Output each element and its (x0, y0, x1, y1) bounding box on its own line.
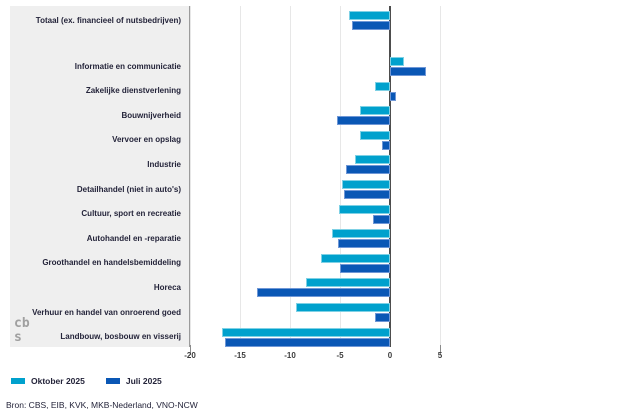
juli-2025-bar-3 (337, 116, 390, 126)
gridline (340, 6, 341, 347)
oktober-2025-bar-0 (349, 11, 390, 20)
oktober-2025-bar-2 (375, 81, 390, 91)
legend-label: Juli 2025 (125, 376, 162, 386)
category-label: Autohandel en -reparatie (86, 233, 181, 243)
category-label: Vervoer en opslag (112, 135, 181, 145)
category-label: Groothandel en handelsbemiddeling (42, 258, 181, 268)
juli-2025-bar-1 (390, 67, 426, 76)
oktober-2025-bar-10 (306, 278, 390, 288)
oktober-2025-bar-5 (355, 155, 390, 165)
oktober-2025-bar-3 (360, 106, 390, 116)
legend-item-juli-2025[interactable]: Juli 2025 (105, 376, 162, 386)
juli-2025-bar-4 (382, 140, 390, 150)
juli-2025-swatch-icon (105, 378, 120, 384)
gridline (240, 6, 241, 347)
source-line: Bron: CBS, EIB, KVK, MKB-Nederland, VNO-… (6, 400, 198, 410)
gridline (190, 6, 191, 347)
oktober-2025-bar-6 (342, 180, 390, 189)
legend-label: Oktober 2025 (31, 376, 85, 386)
oktober-2025-bar-12 (222, 327, 390, 337)
oktober-2025-swatch-icon (11, 378, 25, 384)
category-label: Cultuur, sport en recreatie (81, 209, 181, 219)
gridline (440, 6, 441, 347)
plot-area (190, 6, 445, 355)
x-axis-tick-label: 0 (387, 351, 393, 360)
oktober-2025-bar-4 (360, 130, 390, 140)
category-label: Landbouw, bosbouw en visserij (60, 332, 181, 342)
zero-axis-line (389, 6, 391, 347)
svg-text:cb: cb (14, 316, 30, 331)
category-label: Detailhandel (niet in auto's) (76, 184, 181, 194)
category-label: Industrie (147, 159, 181, 169)
juli-2025-bar-0 (352, 21, 390, 30)
oktober-2025-bar-1 (390, 57, 404, 66)
cbs-logo: cb s (14, 316, 30, 344)
x-axis-tick-label: -15 (234, 351, 246, 360)
juli-2025-bar-6 (344, 190, 390, 199)
juli-2025-bar-12 (225, 337, 390, 347)
x-axis-tick-label: -20 (184, 351, 196, 360)
legend: Oktober 2025 Juli 2025 (11, 376, 162, 386)
x-axis-tick-label: -10 (284, 351, 296, 360)
category-label: Totaal (ex. financieel of nutsbedrijven) (35, 15, 181, 25)
juli-2025-bar-11 (375, 313, 390, 322)
juli-2025-bar-9 (340, 263, 390, 273)
juli-2025-bar-10 (257, 288, 390, 298)
juli-2025-bar-7 (373, 214, 390, 224)
legend-item-oktober-2025[interactable]: Oktober 2025 (11, 376, 85, 386)
category-label: Zakelijke dienstverlening (85, 86, 181, 96)
juli-2025-bar-8 (338, 239, 390, 249)
gridline (290, 6, 291, 347)
category-label: Informatie en communicatie (74, 61, 181, 71)
category-label-panel: cb s Totaal (ex. financieel of nutsbedri… (10, 6, 190, 347)
x-axis-tick-label: 5 (437, 351, 443, 360)
juli-2025-bar-2 (390, 91, 396, 101)
category-label: Verhuur en handel van onroerend goed (32, 307, 181, 317)
oktober-2025-bar-8 (332, 229, 390, 239)
axis-tick-mark (440, 345, 441, 355)
axis-tick-mark (190, 345, 191, 355)
oktober-2025-bar-7 (339, 204, 390, 214)
svg-text:s: s (14, 330, 22, 344)
oktober-2025-bar-11 (296, 303, 390, 312)
category-label: Bouwnijverheid (121, 110, 181, 120)
oktober-2025-bar-9 (321, 253, 390, 263)
category-label: Horeca (153, 282, 181, 292)
x-axis-tick-label: -5 (336, 351, 344, 360)
juli-2025-bar-5 (346, 165, 390, 175)
